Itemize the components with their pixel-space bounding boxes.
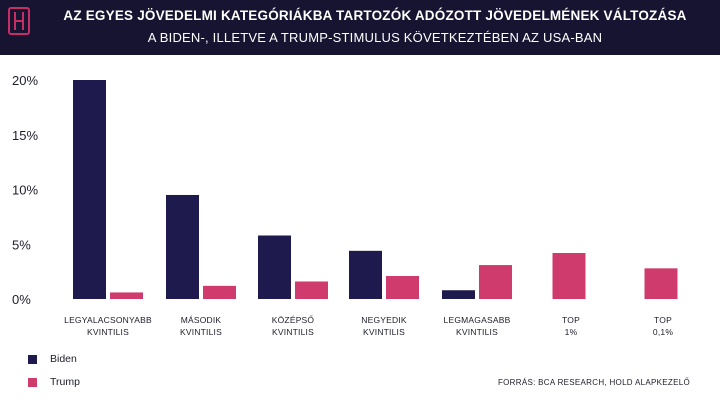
- x-tick-label: LEGMAGASABB: [444, 315, 511, 325]
- y-tick-label: 15%: [12, 128, 38, 143]
- chart-subtitle: A BIDEN-, ILLETVE A TRUMP-STIMULUS KÖVET…: [147, 30, 603, 45]
- bar-biden: [349, 250, 382, 299]
- bar-biden: [442, 290, 475, 299]
- bar-trump: [552, 253, 586, 299]
- bar-trump: [386, 276, 419, 299]
- bar-trump: [295, 281, 328, 299]
- y-tick-label: 10%: [12, 183, 38, 198]
- x-tick-label: TOP: [654, 315, 672, 325]
- bar-trump: [203, 285, 236, 299]
- bar-biden: [258, 235, 291, 299]
- logo-icon: [8, 7, 30, 35]
- x-tick-label: TOP: [562, 315, 580, 325]
- y-tick-label: 5%: [12, 237, 31, 252]
- bar-biden: [166, 194, 199, 299]
- x-tick-label: KVINTILIS: [456, 327, 498, 337]
- legend-label-trump: Trump: [50, 376, 80, 388]
- bar-trump: [479, 265, 512, 299]
- bar-chart: 0% 5% 10% 15% 20% LEGYALACSONYABB KVINTILIS MÁS…: [12, 73, 678, 337]
- x-tick-label: KÖZÉPSŐ: [272, 315, 315, 325]
- x-tick-label: 0,1%: [653, 327, 673, 337]
- y-tick-label: 0%: [12, 292, 31, 307]
- x-tick-label: 1%: [565, 327, 578, 337]
- y-tick-label: 20%: [12, 73, 38, 88]
- chart-title: AZ EGYES JÖVEDELMI KATEGÓRIÁKBA TARTOZÓK…: [63, 8, 687, 23]
- x-tick-label: NEGYEDIK: [361, 315, 407, 325]
- x-tick-label: KVINTILIS: [180, 327, 222, 337]
- bar-trump: [110, 292, 143, 299]
- x-tick-label: KVINTILIS: [363, 327, 405, 337]
- bar-biden: [73, 80, 106, 299]
- x-tick-label: MÁSODIK: [181, 315, 222, 325]
- x-tick-label: LEGYALACSONYABB: [64, 315, 152, 325]
- legend-swatch-trump: [28, 378, 37, 387]
- source-note: FORRÁS: BCA RESEARCH, HOLD ALAPKEZELŐ: [497, 378, 690, 387]
- bar-trump: [644, 268, 678, 299]
- header-banner: AZ EGYES JÖVEDELMI KATEGÓRIÁKBA TARTOZÓK…: [0, 0, 720, 55]
- x-tick-label: KVINTILIS: [87, 327, 129, 337]
- legend-label-biden: Biden: [50, 353, 77, 365]
- x-tick-label: KVINTILIS: [272, 327, 314, 337]
- legend-swatch-biden: [28, 355, 37, 364]
